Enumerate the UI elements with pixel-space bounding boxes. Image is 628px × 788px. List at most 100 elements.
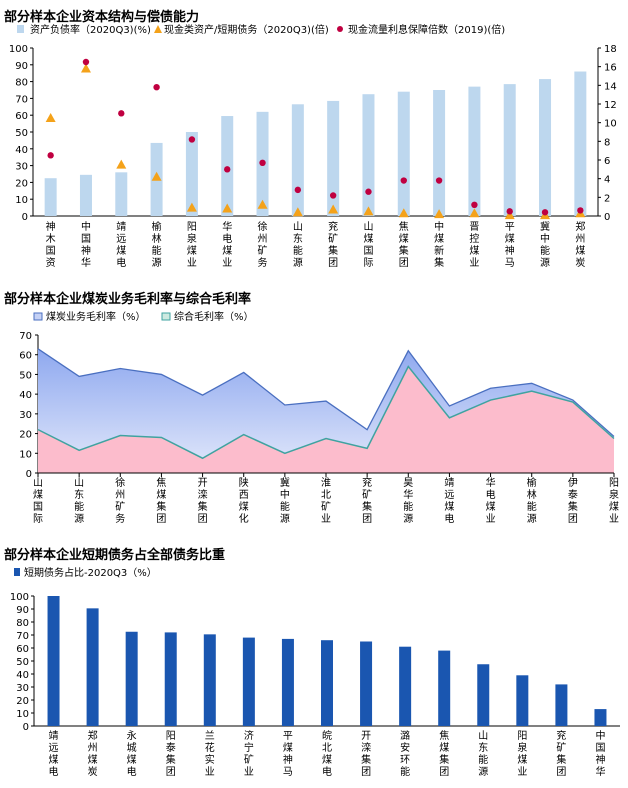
bar bbox=[185, 132, 198, 216]
triangle-point bbox=[116, 159, 127, 169]
svg-text:集: 集 bbox=[556, 753, 566, 766]
svg-text:榆: 榆 bbox=[152, 220, 162, 233]
svg-text:神: 神 bbox=[505, 244, 515, 257]
svg-text:永: 永 bbox=[127, 729, 137, 742]
svg-text:能: 能 bbox=[403, 500, 413, 513]
y-tick-label: 20 bbox=[19, 430, 32, 441]
svg-text:泉: 泉 bbox=[517, 741, 527, 754]
legend-label: 现金类资产/短期债务（2020Q3)(倍) bbox=[164, 23, 329, 36]
y-tick-label: 50 bbox=[16, 657, 29, 668]
svg-text:能: 能 bbox=[527, 500, 537, 513]
svg-text:陕: 陕 bbox=[239, 476, 249, 489]
triangle-point bbox=[257, 199, 268, 209]
right-tick-label: 0 bbox=[604, 212, 610, 223]
svg-text:宁: 宁 bbox=[244, 741, 254, 754]
circle-point bbox=[329, 192, 337, 199]
bar bbox=[362, 94, 375, 216]
left-tick-label: 50 bbox=[15, 128, 28, 139]
svg-text:淮: 淮 bbox=[321, 477, 331, 489]
svg-text:团: 团 bbox=[156, 513, 166, 525]
svg-text:阳: 阳 bbox=[609, 477, 619, 489]
svg-text:源: 源 bbox=[293, 256, 303, 269]
svg-text:控: 控 bbox=[469, 232, 479, 245]
left-tick-label: 60 bbox=[15, 111, 28, 122]
right-tick-label: 18 bbox=[604, 44, 617, 55]
svg-text:业: 业 bbox=[222, 257, 232, 269]
y-tick-label: 30 bbox=[19, 410, 32, 421]
right-tick-label: 2 bbox=[604, 193, 610, 204]
bar bbox=[477, 664, 490, 726]
svg-text:泉: 泉 bbox=[609, 488, 619, 501]
svg-text:集: 集 bbox=[568, 500, 578, 513]
circle-point bbox=[153, 84, 160, 91]
svg-text:中: 中 bbox=[434, 220, 444, 233]
svg-text:国: 国 bbox=[595, 742, 605, 754]
svg-text:煤: 煤 bbox=[239, 500, 249, 513]
svg-text:冀: 冀 bbox=[280, 476, 290, 489]
chart-3-title: 部分样本企业短期债务占全部债务比重 bbox=[4, 548, 226, 563]
svg-text:源: 源 bbox=[74, 512, 84, 525]
svg-text:兖: 兖 bbox=[328, 220, 338, 233]
svg-text:团: 团 bbox=[198, 513, 208, 525]
svg-text:化: 化 bbox=[239, 512, 249, 525]
triangle-point bbox=[222, 203, 233, 213]
svg-text:团: 团 bbox=[362, 513, 372, 525]
svg-text:煤: 煤 bbox=[399, 232, 409, 245]
svg-text:兰: 兰 bbox=[205, 729, 215, 742]
triangle-point bbox=[328, 204, 339, 214]
bar bbox=[360, 641, 373, 726]
svg-text:集: 集 bbox=[198, 500, 208, 513]
svg-text:环: 环 bbox=[400, 755, 410, 766]
svg-text:开: 开 bbox=[361, 731, 371, 742]
svg-text:东: 东 bbox=[293, 232, 303, 245]
bar bbox=[574, 71, 587, 217]
chart-1-title: 部分样本企业资本结构与偿债能力 bbox=[4, 10, 200, 25]
svg-text:煤: 煤 bbox=[505, 232, 515, 245]
svg-text:煤: 煤 bbox=[517, 753, 527, 766]
bar bbox=[164, 632, 177, 726]
circle-point bbox=[82, 58, 90, 66]
bar bbox=[203, 634, 216, 726]
svg-text:泰: 泰 bbox=[568, 488, 578, 501]
svg-text:徐: 徐 bbox=[258, 220, 268, 233]
svg-text:皖: 皖 bbox=[322, 729, 332, 742]
svg-text:电: 电 bbox=[222, 232, 232, 245]
right-tick-label: 10 bbox=[604, 119, 617, 130]
y-tick-label: 60 bbox=[19, 351, 32, 362]
svg-text:山: 山 bbox=[478, 730, 488, 742]
y-tick-label: 10 bbox=[16, 709, 29, 720]
svg-text:阳: 阳 bbox=[166, 730, 176, 742]
left-tick-label: 40 bbox=[15, 145, 28, 156]
chart-2-svg: 煤炭业务毛利率（%） 综合毛利率（%）010203040506070山煤国际山东能… bbox=[19, 310, 619, 525]
left-tick-label: 90 bbox=[15, 61, 28, 72]
svg-text:源: 源 bbox=[280, 512, 290, 525]
bar bbox=[433, 90, 446, 216]
svg-text:煤: 煤 bbox=[439, 741, 449, 754]
svg-text:煤: 煤 bbox=[363, 232, 373, 245]
svg-text:林: 林 bbox=[527, 488, 537, 501]
svg-text:国: 国 bbox=[363, 245, 373, 257]
right-tick-label: 4 bbox=[604, 175, 610, 186]
y-tick-label: 0 bbox=[23, 722, 29, 733]
svg-text:北: 北 bbox=[321, 489, 331, 501]
svg-text:业: 业 bbox=[469, 257, 479, 269]
svg-text:煤: 煤 bbox=[486, 500, 496, 513]
svg-text:山: 山 bbox=[293, 221, 303, 233]
